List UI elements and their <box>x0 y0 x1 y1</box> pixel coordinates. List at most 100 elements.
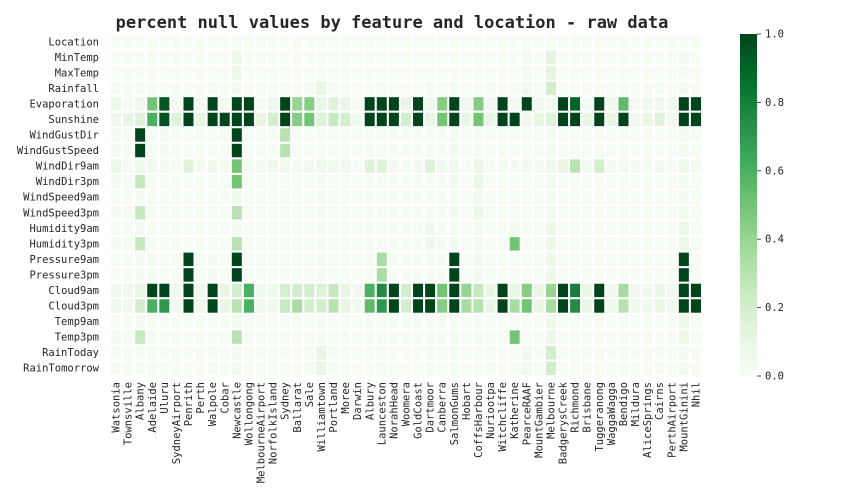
heatmap-cell <box>447 95 462 113</box>
heatmap-cell <box>664 281 679 300</box>
heatmap-cell <box>217 343 232 362</box>
heatmap-cell <box>241 157 256 175</box>
heatmap-cell <box>169 33 184 51</box>
heatmap-cell <box>266 328 281 346</box>
heatmap-cell <box>278 235 293 253</box>
heatmap-cell <box>290 328 305 346</box>
heatmap-cell <box>338 204 353 222</box>
heatmap-cell <box>398 126 414 144</box>
y-tick-label: MaxTemp <box>55 67 99 79</box>
heatmap-cell <box>459 297 474 315</box>
heatmap-cell <box>628 95 643 113</box>
heatmap-cell <box>386 343 401 362</box>
heatmap-cell <box>543 95 559 113</box>
heatmap-cell <box>133 64 148 82</box>
heatmap-cell <box>568 172 583 191</box>
heatmap-cell <box>205 235 220 253</box>
heatmap-cell <box>241 235 256 253</box>
colorbar-tick-label: 0.8 <box>765 97 784 109</box>
heatmap-cell <box>556 172 571 191</box>
heatmap-cell <box>121 172 136 191</box>
heatmap-cell <box>290 281 305 300</box>
heatmap-cell <box>386 33 401 51</box>
heatmap-cell <box>133 266 148 284</box>
heatmap-cell <box>290 95 305 113</box>
heatmap-cell <box>121 359 136 378</box>
heatmap-cell <box>604 79 619 98</box>
heatmap-cell <box>193 235 208 253</box>
heatmap-cell <box>326 157 341 175</box>
x-tick-label: Richmond <box>570 382 582 433</box>
heatmap-cell <box>302 343 317 362</box>
heatmap-cell <box>676 110 691 129</box>
heatmap-cell <box>628 79 643 98</box>
heatmap-cell <box>459 79 474 98</box>
heatmap-cell <box>495 235 510 253</box>
heatmap-cell <box>628 33 643 51</box>
heatmap-cell <box>688 95 704 113</box>
heatmap-cell <box>133 126 148 144</box>
heatmap-cell <box>290 266 305 284</box>
heatmap-cell <box>423 110 438 129</box>
heatmap-cell <box>664 188 679 206</box>
heatmap-cell <box>229 328 244 346</box>
heatmap-cell <box>205 33 220 51</box>
heatmap-cell <box>398 95 414 113</box>
heatmap-cell <box>193 33 208 51</box>
heatmap-cell <box>362 95 377 113</box>
heatmap-cell <box>556 235 571 253</box>
heatmap-cell <box>471 157 486 175</box>
heatmap-cell <box>229 95 244 113</box>
heatmap-cell <box>592 126 607 144</box>
heatmap-cell <box>640 328 655 346</box>
heatmap-cell <box>459 95 474 113</box>
heatmap-cell <box>133 281 148 300</box>
heatmap-cell <box>568 343 583 362</box>
heatmap-cell <box>169 219 184 238</box>
heatmap-cell <box>507 235 522 253</box>
heatmap-cell <box>205 204 220 222</box>
heatmap-cell <box>109 328 124 346</box>
heatmap-cell <box>531 281 546 300</box>
heatmap-cell <box>507 343 522 362</box>
heatmap-cell <box>616 328 631 346</box>
heatmap-cell <box>423 157 438 175</box>
heatmap-cell <box>374 64 389 82</box>
heatmap-cell <box>676 266 691 284</box>
heatmap-cell <box>302 95 317 113</box>
heatmap-cell <box>253 157 269 175</box>
heatmap-cell <box>386 297 401 315</box>
heatmap-cell <box>580 95 595 113</box>
heatmap-cell <box>507 219 522 238</box>
heatmap-cell <box>604 126 619 144</box>
heatmap-cell <box>290 79 305 98</box>
heatmap-cell <box>338 64 353 82</box>
heatmap-cell <box>495 250 510 269</box>
heatmap-cell <box>423 359 438 378</box>
heatmap-cell <box>193 250 208 269</box>
heatmap-cell <box>628 157 643 175</box>
heatmap-cell <box>229 48 244 67</box>
heatmap-cell <box>386 64 401 82</box>
heatmap-cell <box>411 48 426 67</box>
heatmap-cell <box>616 188 631 206</box>
heatmap-cell <box>676 33 691 51</box>
heatmap-cell <box>628 235 643 253</box>
heatmap-cell <box>471 33 486 51</box>
heatmap-cell <box>121 141 136 160</box>
heatmap-cell <box>604 312 619 331</box>
heatmap-cell <box>652 250 667 269</box>
y-tick-label: Sunshine <box>48 114 99 126</box>
x-tick-label: Canberra <box>437 382 449 433</box>
heatmap-cell <box>604 141 619 160</box>
heatmap-cell <box>266 95 281 113</box>
heatmap-cell <box>350 126 365 144</box>
x-tick-label: NorfolkIsland <box>268 382 280 464</box>
heatmap-cell <box>652 141 667 160</box>
heatmap-cell <box>386 157 401 175</box>
heatmap-cell <box>423 328 438 346</box>
heatmap-cell <box>253 172 269 191</box>
heatmap-cell <box>229 188 244 206</box>
heatmap-cell <box>604 250 619 269</box>
heatmap-cell <box>483 141 498 160</box>
